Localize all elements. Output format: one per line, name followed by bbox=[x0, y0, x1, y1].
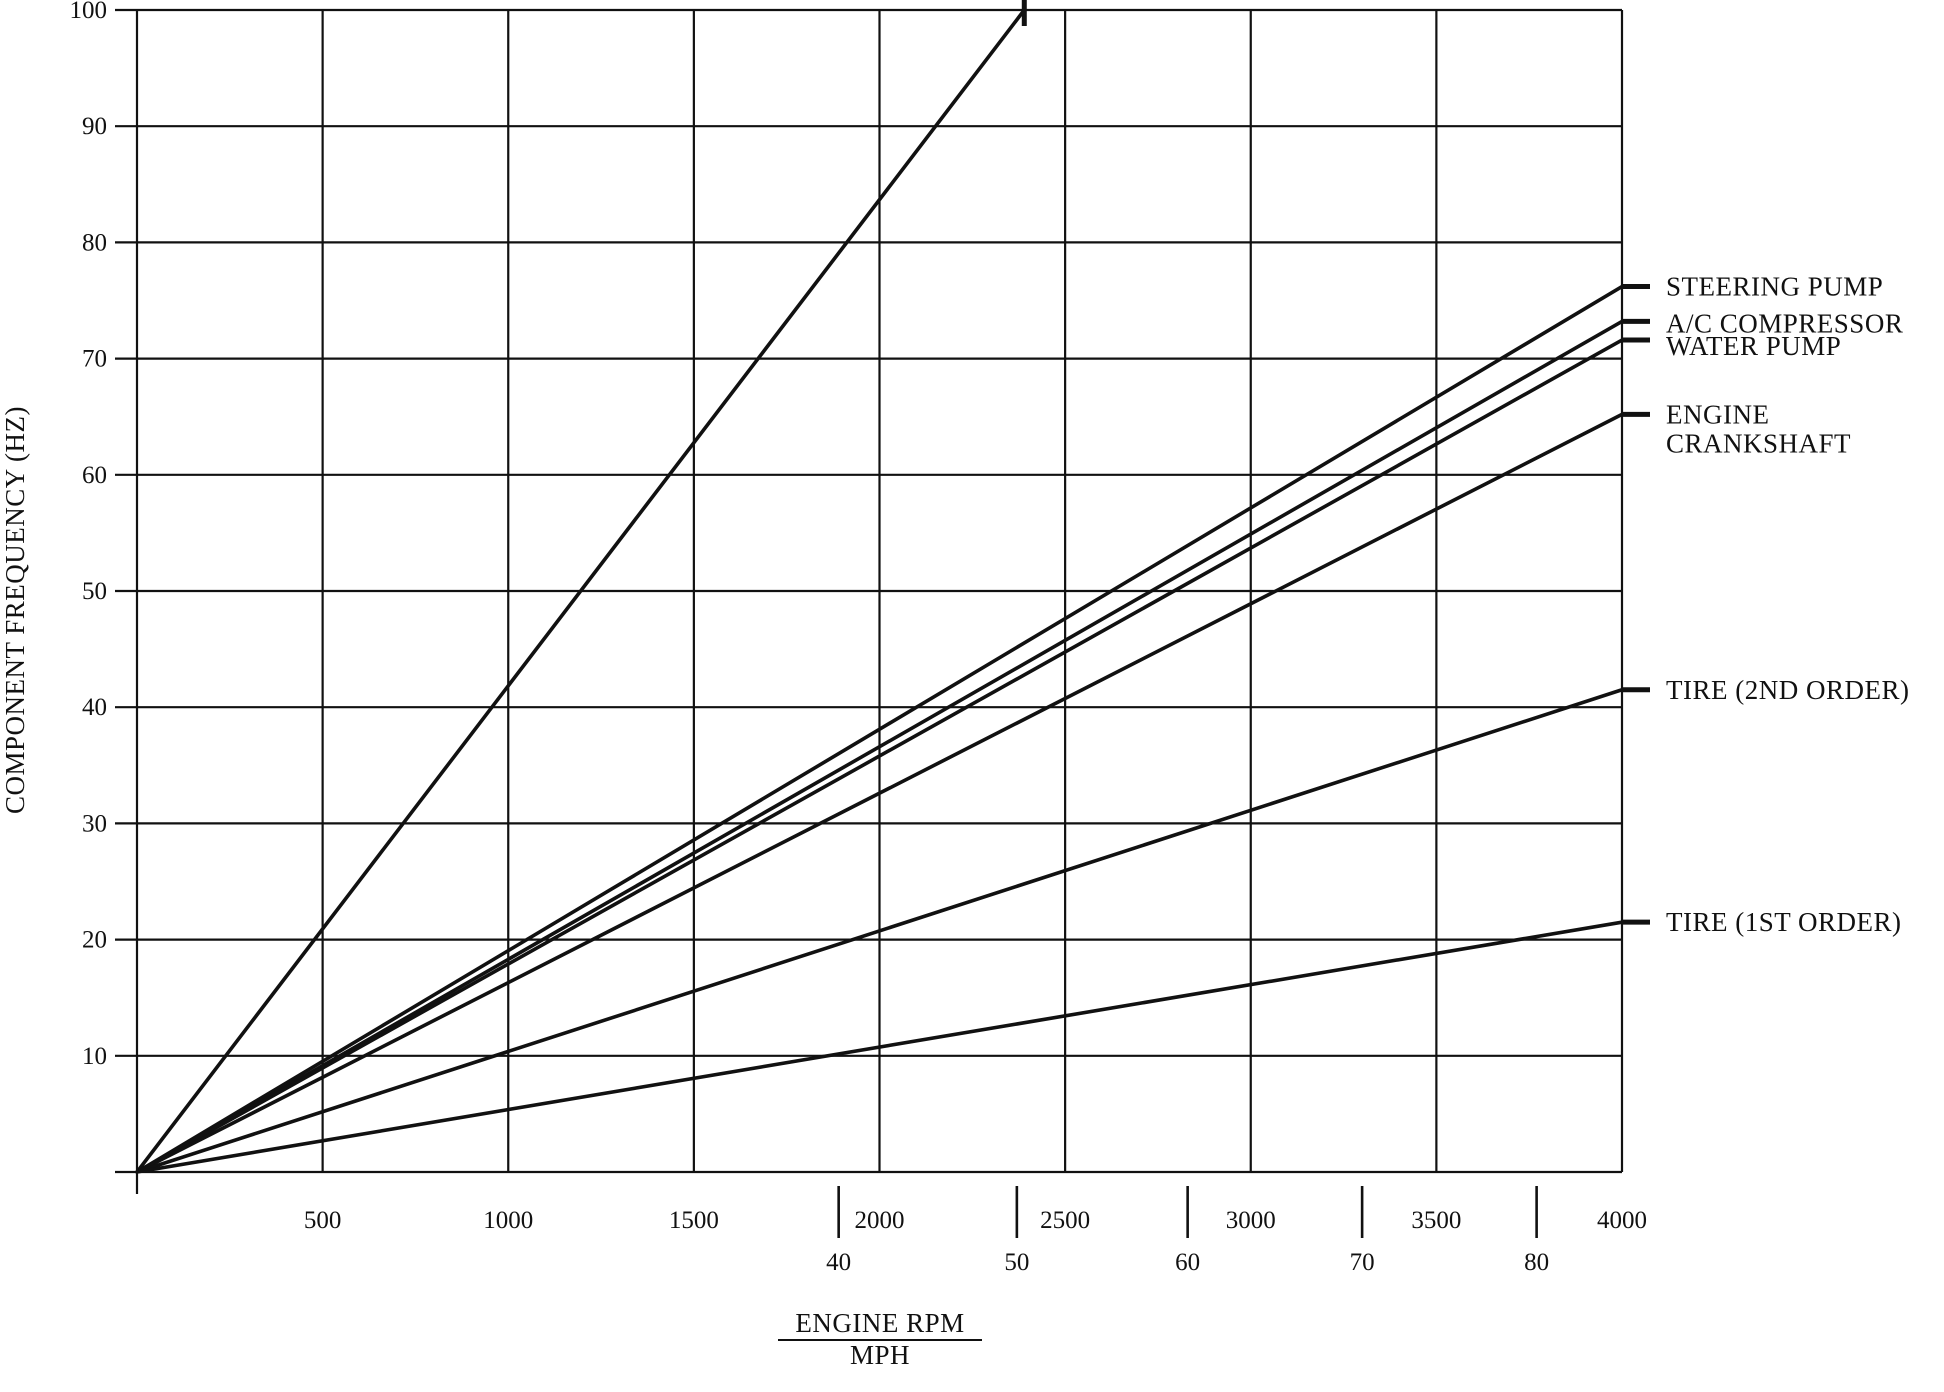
series-label: STEERING PUMP bbox=[1666, 272, 1883, 302]
y-axis-label: COMPONENT FREQUENCY (HZ) bbox=[0, 406, 30, 814]
y-tick-label: 20 bbox=[82, 927, 107, 954]
x-tick-label-mph: 80 bbox=[1524, 1249, 1549, 1276]
series-label: A/C COMPRESSOR bbox=[1666, 308, 1903, 338]
y-tick-label: 50 bbox=[82, 578, 107, 605]
x-tick-label-rpm: 3500 bbox=[1411, 1207, 1461, 1234]
x-tick-label-mph: 50 bbox=[1004, 1249, 1029, 1276]
y-tick-label: 60 bbox=[82, 462, 107, 489]
series-line bbox=[135, 284, 1624, 1174]
y-tick-label: 100 bbox=[70, 0, 108, 24]
y-tick-label: 90 bbox=[82, 113, 107, 140]
x-tick-label-mph: 70 bbox=[1350, 1249, 1375, 1276]
series-label: TIRE (1ST ORDER) bbox=[1666, 907, 1902, 937]
x-tick-label-rpm: 2500 bbox=[1040, 1207, 1090, 1234]
series-line bbox=[135, 319, 1624, 1174]
x-tick-label-rpm: 2000 bbox=[855, 1207, 905, 1234]
series-label: WATER PUMP bbox=[1666, 331, 1841, 361]
x-tick-labels: 500 1000 1500 2000 2500 3000 3500 4000 40 50 60 70 8… bbox=[304, 1186, 1647, 1276]
x-tick-label-rpm: 1500 bbox=[669, 1207, 719, 1234]
y-tick-label: 40 bbox=[82, 694, 107, 721]
y-tick-label: 80 bbox=[82, 229, 107, 256]
series-line bbox=[135, 687, 1624, 1174]
x-tick-label-mph: 40 bbox=[826, 1249, 851, 1276]
y-tick-labels: 10 20 30 40 50 60 70 80 90 100 bbox=[70, 0, 108, 1070]
y-tick-label: 10 bbox=[82, 1043, 107, 1070]
x-tick-label-rpm: 3000 bbox=[1226, 1207, 1276, 1234]
series-line bbox=[135, 338, 1624, 1174]
series-line bbox=[135, 412, 1624, 1174]
x-tick-label-rpm: 1000 bbox=[483, 1207, 533, 1234]
axes bbox=[115, 10, 1622, 1194]
series-label: TIRE (2ND ORDER) bbox=[1666, 675, 1909, 705]
x-axis-label-2: MPH bbox=[850, 1340, 910, 1370]
y-tick-label: 30 bbox=[82, 810, 107, 837]
series-line bbox=[135, 920, 1624, 1174]
x-tick-label-rpm: 4000 bbox=[1597, 1207, 1647, 1234]
series-label: CRANKSHAFT bbox=[1666, 428, 1851, 458]
series-label: ENGINE bbox=[1666, 399, 1769, 429]
x-axis-label: ENGINE RPM bbox=[795, 1308, 964, 1338]
grid bbox=[115, 8, 1624, 1172]
y-tick-label: 70 bbox=[82, 346, 107, 373]
series-lines bbox=[135, 8, 1624, 1174]
x-tick-label-mph: 60 bbox=[1175, 1249, 1200, 1276]
series-line bbox=[135, 8, 1027, 1174]
x-tick-label-rpm: 500 bbox=[304, 1207, 342, 1234]
